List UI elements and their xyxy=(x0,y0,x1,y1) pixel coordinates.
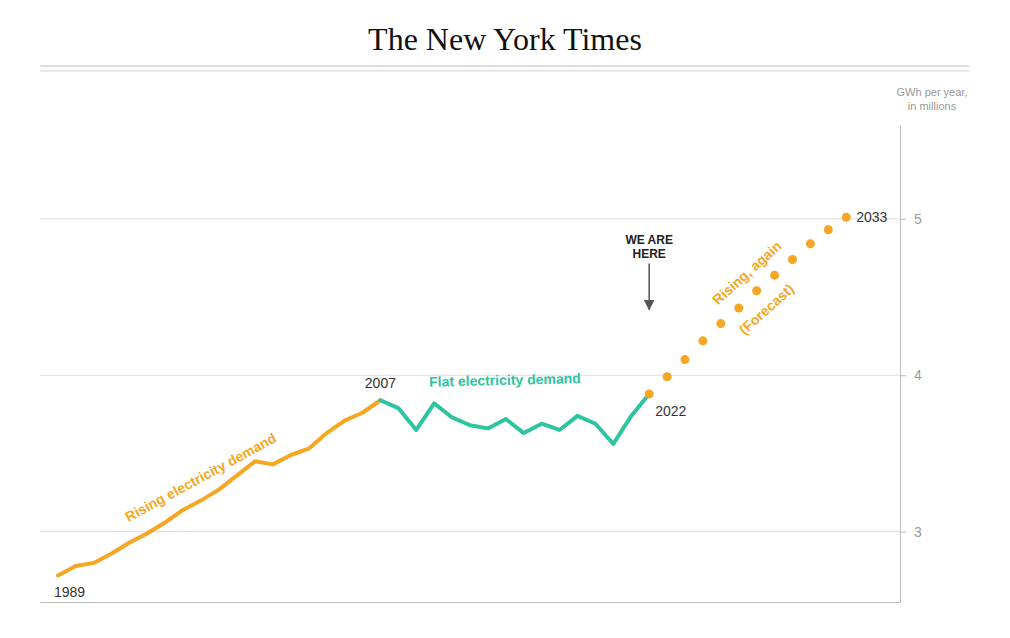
y-axis-title: GWh per year,in millions xyxy=(897,86,968,112)
series-point xyxy=(824,225,833,234)
series-point xyxy=(716,319,725,328)
grid-line xyxy=(40,218,900,219)
annotations: 1989 2007 2022 2033 WE AREHERE Rising electri… xyxy=(54,209,888,600)
series-point xyxy=(698,336,707,345)
point-label: 1989 xyxy=(54,584,85,600)
header-rule xyxy=(40,66,969,67)
y-tick-label: 5 xyxy=(914,211,922,227)
title: The New York Times xyxy=(368,21,642,57)
series-point xyxy=(788,255,797,264)
header-rule xyxy=(40,71,969,72)
grid xyxy=(40,219,900,532)
y-axis-line xyxy=(900,126,901,603)
series-line xyxy=(380,394,649,444)
pointer-annotation: WE AREHERE xyxy=(625,233,673,261)
grid-line xyxy=(40,531,900,532)
plot-area: 3 4 5 1989 2007 2022 2033 WE AREHERE Rising elec… xyxy=(40,126,922,603)
series-point xyxy=(645,389,654,398)
series-point xyxy=(681,355,690,364)
series-line xyxy=(58,400,381,575)
series-point xyxy=(752,286,761,295)
y-tick: 4 xyxy=(900,367,922,383)
y-tick-mark xyxy=(900,219,906,220)
x-axis-line xyxy=(41,602,901,603)
y-tick-mark xyxy=(900,532,906,533)
series-point xyxy=(770,271,779,280)
y-tick: 5 xyxy=(900,211,922,227)
x-axis xyxy=(41,602,901,603)
chart-container: The New York Times 3 4 5 1989 2007 2022 2033 WE … xyxy=(0,0,1010,638)
chart-svg: The New York Times 3 4 5 1989 2007 2022 2033 WE … xyxy=(0,0,1010,638)
point-label: 2022 xyxy=(655,403,686,419)
y-tick: 3 xyxy=(900,524,922,540)
point-label: 2033 xyxy=(856,209,887,225)
series-point xyxy=(806,239,815,248)
series-label: (Forecast) xyxy=(736,281,797,338)
y-axis: 3 4 5 xyxy=(900,126,922,603)
series-point xyxy=(663,372,672,381)
y-tick-label: 4 xyxy=(914,367,922,383)
series-label: Rising electricity demand xyxy=(122,430,279,525)
annotation-arrow xyxy=(648,264,650,310)
y-tick-mark xyxy=(900,375,906,376)
series-label: Flat electricity demand xyxy=(429,370,581,390)
data-layer xyxy=(58,213,851,576)
y-tick-label: 3 xyxy=(914,524,922,540)
series-point xyxy=(842,213,851,222)
point-label: 2007 xyxy=(365,375,396,391)
series-point xyxy=(734,303,743,312)
